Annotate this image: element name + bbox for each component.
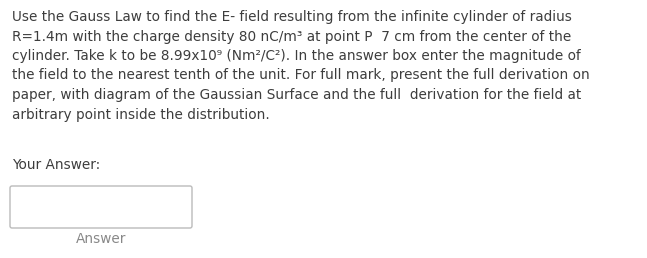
- Text: Use the Gauss Law to find the E- field resulting from the infinite cylinder of r: Use the Gauss Law to find the E- field r…: [12, 10, 572, 24]
- Text: R=1.4m with the charge density 80 nC/m³ at point P  7 cm from the center of the: R=1.4m with the charge density 80 nC/m³ …: [12, 29, 571, 44]
- FancyBboxPatch shape: [10, 186, 192, 228]
- Text: paper, with diagram of the Gaussian Surface and the full  derivation for the fie: paper, with diagram of the Gaussian Surf…: [12, 88, 581, 102]
- Text: Answer: Answer: [76, 232, 126, 246]
- Text: arbitrary point inside the distribution.: arbitrary point inside the distribution.: [12, 108, 270, 122]
- Text: cylinder. Take k to be 8.99x10⁹ (Nm²/C²). In the answer box enter the magnitude : cylinder. Take k to be 8.99x10⁹ (Nm²/C²)…: [12, 49, 581, 63]
- Text: Your Answer:: Your Answer:: [12, 158, 100, 172]
- Text: the field to the nearest tenth of the unit. For full mark, present the full deri: the field to the nearest tenth of the un…: [12, 69, 590, 83]
